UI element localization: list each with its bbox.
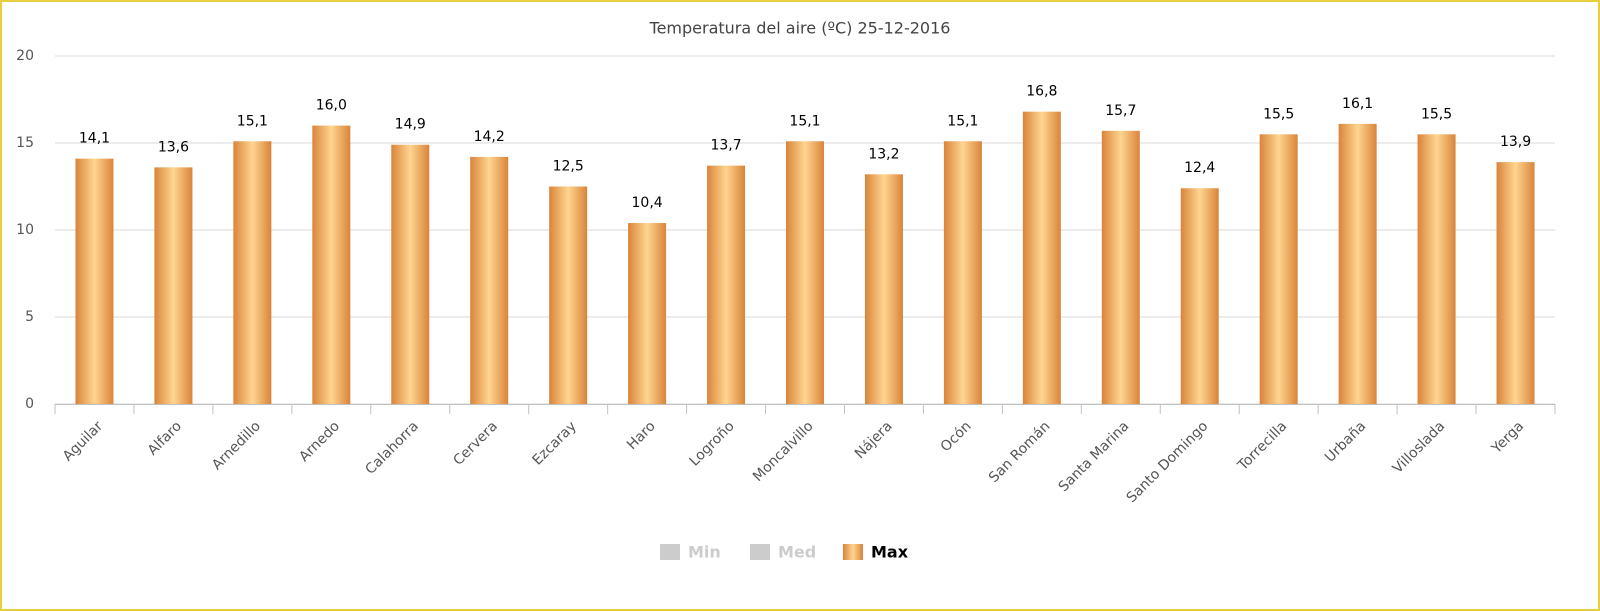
data-label: 14,9 (395, 117, 426, 133)
y-tick-label: 20 (16, 48, 34, 64)
data-label: 15,1 (947, 113, 978, 129)
y-tick-label: 10 (16, 222, 34, 238)
y-tick-label: 15 (16, 135, 34, 151)
data-label: 14,1 (79, 131, 110, 147)
y-tick-label: 5 (25, 309, 34, 325)
bar (1417, 134, 1456, 405)
legend-label[interactable]: Med (778, 543, 816, 562)
bar (1180, 188, 1219, 404)
data-label: 13,9 (1500, 134, 1531, 150)
data-label: 12,4 (1184, 160, 1215, 176)
legend-label[interactable]: Max (871, 543, 909, 562)
y-tick-label: 0 (25, 396, 34, 412)
data-label: 16,0 (316, 98, 347, 114)
data-label: 15,1 (789, 113, 820, 129)
data-label: 15,1 (237, 113, 268, 129)
data-label: 15,5 (1263, 106, 1294, 122)
bar (312, 125, 351, 404)
bar (470, 156, 509, 404)
bar (707, 165, 746, 404)
bar (1259, 134, 1298, 405)
legend-swatch (843, 544, 863, 560)
bar (1338, 123, 1377, 405)
bar (1101, 130, 1140, 404)
bar (943, 141, 982, 404)
chart-title: Temperatura del aire (ºC) 25-12-2016 (649, 19, 951, 38)
bar (391, 144, 430, 405)
bar (786, 141, 824, 404)
legend-swatch (750, 544, 770, 560)
bar (75, 158, 114, 404)
data-label: 16,1 (1342, 96, 1373, 112)
bar (549, 186, 588, 404)
bar (1022, 111, 1061, 405)
data-label: 13,7 (710, 138, 741, 154)
data-label: 14,2 (474, 129, 505, 145)
data-label: 15,7 (1105, 103, 1136, 119)
bar (864, 174, 903, 404)
legend-label[interactable]: Min (688, 543, 721, 562)
data-label: 10,4 (632, 195, 663, 211)
data-label: 13,6 (158, 139, 189, 155)
bar (628, 223, 667, 404)
bar (233, 141, 272, 404)
data-label: 15,5 (1421, 106, 1452, 122)
data-label: 13,2 (868, 146, 899, 162)
data-label: 12,5 (553, 159, 584, 175)
bar (154, 167, 193, 404)
data-label: 16,8 (1026, 84, 1057, 100)
legend-swatch (660, 544, 680, 560)
bar (1496, 162, 1535, 404)
